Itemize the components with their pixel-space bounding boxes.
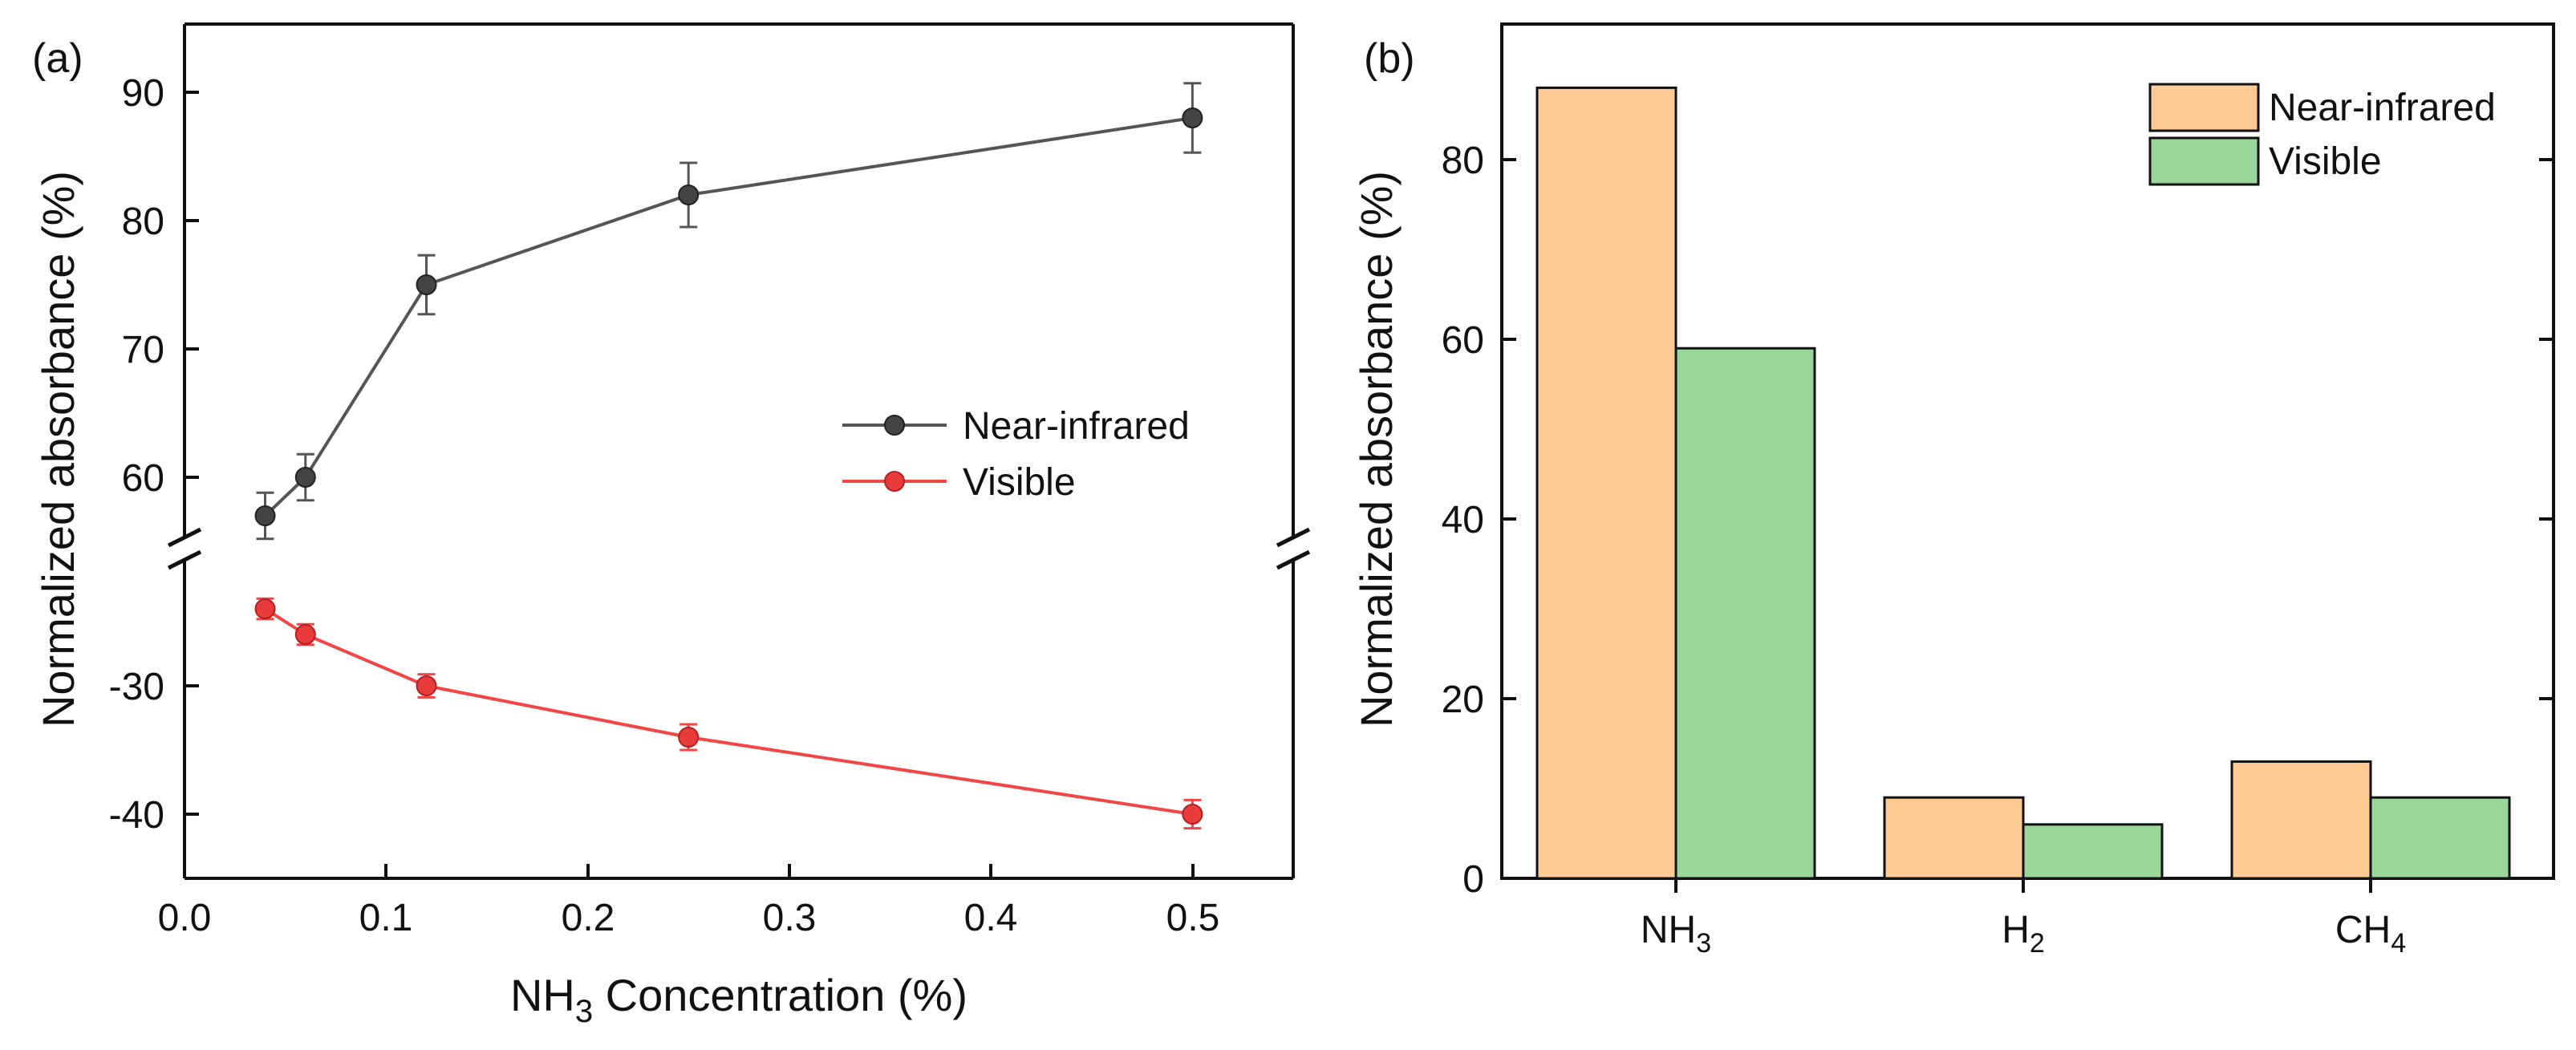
legend-entry-near-infrared: Near-infrared <box>842 405 1190 448</box>
panel-a-legend: Near-infrared Visible <box>842 405 1190 504</box>
legend-entry-visible: Visible <box>2148 136 2382 186</box>
data-point-nir <box>416 274 437 295</box>
category-ch4: CH4 <box>2335 878 2406 959</box>
y-tick-label: 90 <box>122 72 164 115</box>
x-tick-label: 0.4 <box>964 897 1018 939</box>
y-tick-label: 60 <box>122 457 164 500</box>
y-tick-label: 40 <box>1442 499 1484 541</box>
data-point-visible <box>254 598 276 619</box>
panel-a-x-axis-title: NH3 Concentration (%) <box>510 970 968 1029</box>
series-line-nir <box>264 116 1193 517</box>
bar-nir-2 <box>2230 760 2372 880</box>
data-point-visible <box>1182 804 1203 825</box>
x-tick-0: 0.0 <box>158 864 212 939</box>
y-tick-80: 80 <box>122 201 199 243</box>
data-point-nir <box>678 184 700 205</box>
bar-visible-1 <box>2022 823 2164 880</box>
legend-swatch-visible <box>2148 136 2260 186</box>
y-tick-label: 60 <box>1442 319 1484 362</box>
y-tick-label: 80 <box>1442 140 1484 182</box>
x-tick-label: 0.2 <box>562 897 615 939</box>
category-label: H2 <box>2002 909 2045 959</box>
legend-entry-visible: Visible <box>842 461 1076 504</box>
panel-b-y-axis-title: Normalized absorbance (%) <box>1351 171 1402 728</box>
legend-label: Visible <box>2269 140 2382 183</box>
category-label: CH4 <box>2335 909 2406 959</box>
data-point-visible <box>294 624 316 645</box>
panel-b: (b) 0 20 40 60 <box>1351 22 2555 959</box>
y-tick-40: 40 <box>1442 499 2554 541</box>
category-nh3: NH3 <box>1641 878 1711 959</box>
y-tick-0: 0 <box>1462 858 2554 901</box>
y-tick-20: 20 <box>1442 679 2554 721</box>
legend-swatch-nir <box>2148 83 2260 132</box>
y-tick-neg40: -40 <box>109 794 199 837</box>
series-line-visible <box>264 607 1193 816</box>
panel-a-frame <box>183 22 1295 880</box>
panel-a-y-axis-title: Normalized absorbance (%) <box>33 171 83 728</box>
data-point-nir <box>254 505 276 526</box>
x-title-rest: Concentration (%) <box>593 970 968 1020</box>
y-tick-label: -30 <box>109 666 164 708</box>
y-tick-neg30: -30 <box>109 666 199 708</box>
x-tick-label: 0.3 <box>763 897 817 939</box>
x-tick-5: 0.5 <box>1166 864 1220 939</box>
bar-nir-0 <box>1535 86 1677 880</box>
y-tick-90: 90 <box>122 72 199 115</box>
x-tick-4: 0.4 <box>964 864 1018 939</box>
x-tick-label: 0.0 <box>158 897 212 939</box>
category-label: NH3 <box>1641 909 1711 959</box>
data-point-nir <box>1182 107 1203 128</box>
panel-a-y-ticks-upper: 60 70 80 90 <box>122 72 199 500</box>
panel-a-series <box>254 82 1203 830</box>
panel-a-label: (a) <box>32 35 83 82</box>
x-tick-1: 0.1 <box>359 864 413 939</box>
x-title-sub: 3 <box>575 994 593 1029</box>
x-tick-2: 0.2 <box>562 864 615 939</box>
y-tick-label: 0 <box>1462 858 1484 901</box>
legend-label: Visible <box>963 461 1076 504</box>
category-h2: H2 <box>2002 878 2045 959</box>
panel-a-axis-break-right <box>1276 527 1311 570</box>
data-point-nir <box>294 467 316 488</box>
data-point-visible <box>416 675 437 696</box>
y-tick-label: -40 <box>109 794 164 837</box>
bar-visible-0 <box>1674 347 1816 880</box>
panel-b-legend: Near-infrared Visible <box>2148 83 2496 186</box>
legend-marker-visible <box>884 471 905 492</box>
legend-marker-nir <box>884 415 905 436</box>
x-tick-3: 0.3 <box>763 864 817 939</box>
panel-a: (a) 0.0 0.1 <box>32 22 1311 1029</box>
y-tick-60: 60 <box>1442 319 2554 362</box>
data-point-visible <box>678 727 700 748</box>
y-tick-label: 80 <box>122 201 164 243</box>
y-tick-60: 60 <box>122 457 199 500</box>
panel-b-bars <box>1535 86 2511 880</box>
y-tick-label: 70 <box>122 329 164 371</box>
legend-label: Near-infrared <box>2269 87 2496 129</box>
bar-visible-2 <box>2369 796 2511 880</box>
legend-entry-near-infrared: Near-infrared <box>2148 83 2496 132</box>
bar-nir-1 <box>1883 796 2025 880</box>
legend-label: Near-infrared <box>963 405 1190 448</box>
x-tick-label: 0.1 <box>359 897 413 939</box>
panel-a-y-ticks-lower: -30 -40 <box>109 666 199 837</box>
x-tick-label: 0.5 <box>1166 897 1220 939</box>
y-tick-70: 70 <box>122 329 199 371</box>
panel-b-y-ticks: 0 20 40 60 80 <box>1442 140 2554 901</box>
x-title-main: NH <box>510 970 575 1020</box>
panel-b-label: (b) <box>1364 35 1415 82</box>
panel-b-x-ticks: NH3 H2 CH4 <box>1641 878 2406 959</box>
y-tick-80: 80 <box>1442 140 2554 182</box>
panel-a-axis-break-left <box>167 527 202 570</box>
panel-a-x-ticks: 0.0 0.1 0.2 0.3 0.4 0.5 <box>158 864 1220 939</box>
y-tick-label: 20 <box>1442 679 1484 721</box>
